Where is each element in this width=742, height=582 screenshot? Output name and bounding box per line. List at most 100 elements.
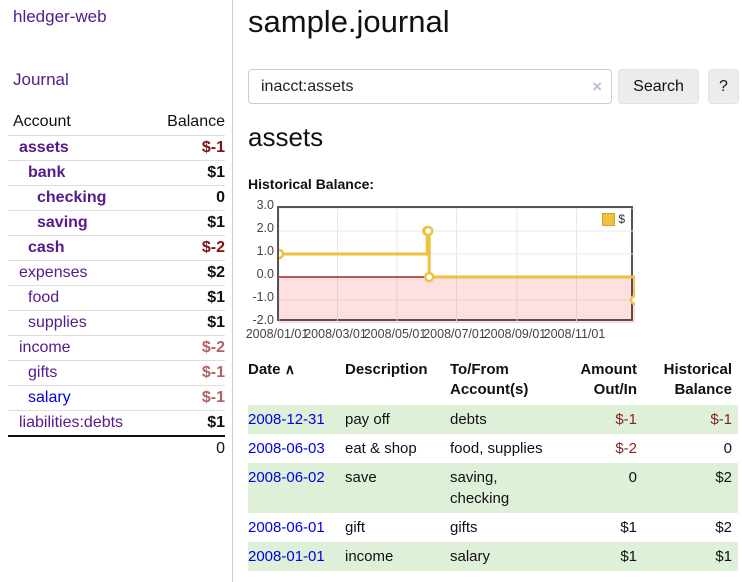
- account-link-expenses[interactable]: expenses: [19, 264, 88, 281]
- y-axis-tick-label: 3.0: [256, 198, 274, 212]
- account-link-salary[interactable]: salary: [28, 389, 71, 406]
- transaction-date-link[interactable]: 2008-06-03: [248, 439, 325, 457]
- account-row: liabilities:debts $1: [8, 410, 225, 436]
- clear-search-icon[interactable]: ×: [592, 77, 602, 96]
- account-name-cell: expenses: [8, 260, 149, 286]
- x-axis-tick-label: 2008/03/01: [304, 327, 367, 341]
- app-brand-link[interactable]: hledger-web: [13, 7, 107, 26]
- help-button[interactable]: ?: [708, 69, 739, 104]
- account-row: assets $-1: [8, 135, 225, 161]
- accounts-header-balance: Balance: [167, 113, 225, 130]
- chart-canvas: [279, 208, 635, 323]
- account-balance: $1: [148, 285, 225, 311]
- transaction-date-link[interactable]: 2008-12-31: [248, 410, 325, 428]
- search-row: × Search ?: [248, 69, 742, 104]
- account-balance: $1: [148, 310, 225, 336]
- account-balance: $1: [148, 160, 225, 186]
- search-input[interactable]: [248, 69, 612, 104]
- account-row: bank $1: [8, 160, 225, 186]
- date-cell: 2008-06-03: [248, 434, 345, 463]
- account-row: income $-2: [8, 335, 225, 361]
- account-link-supplies[interactable]: supplies: [28, 314, 87, 331]
- amount-cell: $-1: [556, 404, 643, 434]
- balance-cell: 0: [723, 439, 732, 457]
- date-cell: 2008-01-01: [248, 541, 345, 571]
- balance-cell: $1: [643, 541, 738, 571]
- account-name-cell: checking: [8, 185, 149, 211]
- transaction-date-link[interactable]: 2008-01-01: [248, 547, 325, 565]
- accounts-table-body: assets $-1 bank $1 checking 0 saving $1 cash $-2 e…: [8, 135, 225, 436]
- accounts-cell: salary: [450, 541, 556, 571]
- sidebar-item-journal[interactable]: Journal: [13, 70, 69, 89]
- register-header-date[interactable]: Date ∧: [248, 356, 345, 405]
- transaction-row[interactable]: 2008-12-31 pay off debts $-1 $-1: [248, 404, 738, 434]
- main-content: sample.journal × Search ? assets Histori…: [246, 0, 742, 582]
- search-button[interactable]: Search: [618, 69, 699, 104]
- account-name-cell: salary: [8, 385, 149, 411]
- account-balance: $-2: [148, 335, 225, 361]
- account-name-cell: cash: [8, 235, 149, 261]
- transaction-row[interactable]: 2008-06-03 eat & shop food, supplies $-2 0: [248, 434, 738, 463]
- register-header-amount: Amount Out/In: [580, 361, 637, 399]
- register-header-row: Date ∧ Description To/From Account(s) Am…: [248, 356, 738, 405]
- account-link-income[interactable]: income: [19, 339, 71, 356]
- x-axis-tick-label: 2008/01/01: [245, 327, 309, 341]
- transaction-row[interactable]: 2008-01-01 income salary $1 $1: [248, 541, 738, 571]
- transaction-date-link[interactable]: 2008-06-02: [248, 468, 325, 486]
- account-balance: $-1: [148, 360, 225, 386]
- balance-cell: $2: [715, 518, 732, 536]
- accounts-total-row: 0: [8, 435, 225, 461]
- accounts-table-header: Account Balance: [8, 110, 225, 136]
- amount-cell: $1: [556, 541, 643, 571]
- x-axis-tick-label: 2008/11/01: [543, 327, 606, 341]
- accounts-header-account: Account: [13, 113, 71, 130]
- account-link-food[interactable]: food: [28, 289, 60, 306]
- legend-label: $: [618, 212, 625, 226]
- y-axis-tick-label: 2.0: [256, 221, 274, 235]
- account-link-cash[interactable]: cash: [28, 239, 65, 256]
- account-name-cell: food: [8, 285, 149, 311]
- accounts-total-spacer: [8, 435, 149, 461]
- search-input-wrap: ×: [248, 69, 612, 104]
- account-name-cell: bank: [8, 160, 149, 186]
- date-header-label: Date: [248, 361, 281, 378]
- description-cell: gift: [345, 518, 366, 536]
- account-row: supplies $1: [8, 310, 225, 336]
- register-table-body: 2008-12-31 pay off debts $-1 $-1 2008-06-03 ea…: [248, 404, 738, 571]
- accounts-cell: debts: [450, 404, 556, 434]
- account-row: gifts $-1: [8, 360, 225, 386]
- accounts-table: Account Balance assets $-1 bank $1 checking 0…: [8, 110, 225, 461]
- account-link-assets[interactable]: assets: [19, 139, 69, 156]
- chart-plot-area: $: [277, 206, 635, 323]
- y-axis-tick-label: -2.0: [252, 313, 274, 327]
- description-cell: save: [345, 462, 450, 513]
- account-name-cell: income: [8, 335, 149, 361]
- account-name-cell: liabilities:debts: [8, 410, 149, 436]
- register-header-accounts: To/From Account(s): [450, 361, 529, 399]
- balance-cell: $-1: [643, 404, 738, 434]
- transaction-date-link[interactable]: 2008-06-01: [248, 518, 325, 536]
- accounts-cell: gifts: [450, 518, 478, 536]
- accounts-cell: saving, checking: [450, 462, 556, 513]
- x-axis-tick-label: 2008/05/01: [363, 327, 427, 341]
- account-name-cell: saving: [8, 210, 149, 236]
- account-row: checking 0: [8, 185, 225, 211]
- description-cell: eat & shop: [345, 439, 417, 457]
- account-link-saving[interactable]: saving: [37, 214, 88, 231]
- account-link-checking[interactable]: checking: [37, 189, 107, 206]
- y-axis-tick-label: 0.0: [256, 267, 274, 281]
- x-axis-tick-label: 2008/07/01: [423, 327, 486, 341]
- account-link-gifts[interactable]: gifts: [28, 364, 58, 381]
- account-balance: $-1: [148, 385, 225, 411]
- sidebar: hledger-web Journal Account Balance asse…: [0, 0, 233, 582]
- account-link-liabilities-debts[interactable]: liabilities:debts: [19, 414, 124, 431]
- account-row: salary $-1: [8, 385, 225, 411]
- account-row: expenses $2: [8, 260, 225, 286]
- y-axis-tick-label: 1.0: [256, 244, 274, 258]
- account-balance: $1: [148, 210, 225, 236]
- transaction-row[interactable]: 2008-06-02 save saving, checking 0 $2: [248, 462, 738, 513]
- chart-label: Historical Balance:: [248, 176, 375, 192]
- account-link-bank[interactable]: bank: [28, 164, 66, 181]
- transaction-row[interactable]: 2008-06-01 gift gifts $1 $2: [248, 513, 738, 542]
- date-cell: 2008-12-31: [248, 404, 345, 434]
